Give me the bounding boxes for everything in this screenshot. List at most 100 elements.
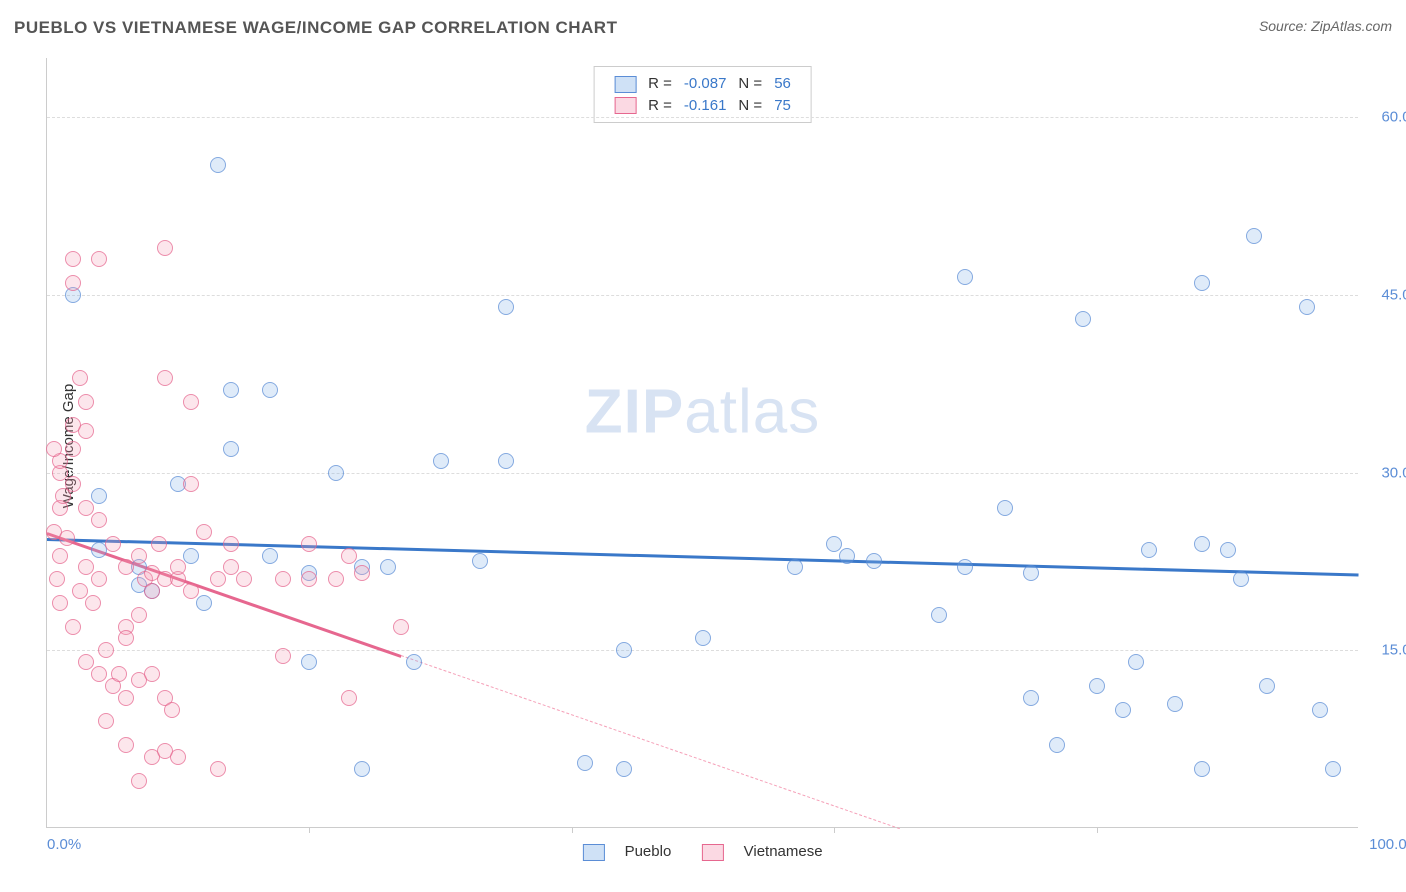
data-point — [1089, 678, 1105, 694]
source-name: ZipAtlas.com — [1311, 18, 1392, 34]
gridline — [47, 650, 1358, 651]
data-point — [577, 755, 593, 771]
data-point — [118, 737, 134, 753]
data-point — [1075, 311, 1091, 327]
x-tick — [309, 827, 310, 833]
data-point — [328, 571, 344, 587]
x-tick — [834, 827, 835, 833]
data-point — [65, 441, 81, 457]
data-point — [78, 500, 94, 516]
data-point — [157, 370, 173, 386]
gridline — [47, 117, 1358, 118]
legend-label-pueblo: Pueblo — [625, 843, 672, 860]
x-tick — [572, 827, 573, 833]
data-point — [118, 630, 134, 646]
data-point — [131, 548, 147, 564]
data-point — [301, 571, 317, 587]
data-point — [301, 654, 317, 670]
x-axis-min-label: 0.0% — [47, 836, 81, 853]
gridline — [47, 473, 1358, 474]
data-point — [406, 654, 422, 670]
data-point — [111, 666, 127, 682]
swatch-blue — [582, 844, 604, 861]
data-point — [1233, 571, 1249, 587]
data-point — [223, 441, 239, 457]
data-point — [46, 441, 62, 457]
watermark-bold: ZIP — [585, 377, 684, 446]
data-point — [695, 630, 711, 646]
data-point — [223, 559, 239, 575]
data-point — [1220, 542, 1236, 558]
data-point — [826, 536, 842, 552]
data-point — [131, 607, 147, 623]
data-point — [210, 157, 226, 173]
data-point — [144, 666, 160, 682]
legend-row-vietnamese: R = -0.161 N = 75 — [608, 95, 797, 117]
chart-title: PUEBLO VS VIETNAMESE WAGE/INCOME GAP COR… — [14, 18, 617, 37]
data-point — [164, 702, 180, 718]
data-point — [1194, 275, 1210, 291]
data-point — [52, 595, 68, 611]
data-point — [91, 512, 107, 528]
data-point — [341, 690, 357, 706]
watermark-rest: atlas — [684, 377, 820, 446]
data-point — [616, 761, 632, 777]
data-point — [105, 536, 121, 552]
data-point — [1299, 299, 1315, 315]
data-point — [236, 571, 252, 587]
data-point — [91, 488, 107, 504]
data-point — [118, 559, 134, 575]
y-tick-label: 45.0% — [1364, 286, 1406, 303]
data-point — [59, 530, 75, 546]
data-point — [354, 565, 370, 581]
chart-header: PUEBLO VS VIETNAMESE WAGE/INCOME GAP COR… — [14, 18, 1392, 48]
data-point — [196, 524, 212, 540]
data-point — [616, 642, 632, 658]
data-point — [957, 559, 973, 575]
data-point — [183, 476, 199, 492]
trend-line — [401, 655, 900, 829]
scatter-plot-area: ZIPatlas R = -0.087 N = 56 R = -0.161 N … — [46, 58, 1358, 828]
data-point — [131, 773, 147, 789]
data-point — [157, 240, 173, 256]
swatch-pink — [701, 844, 723, 861]
data-point — [498, 299, 514, 315]
data-point — [787, 559, 803, 575]
data-point — [196, 595, 212, 611]
r-label: R = — [642, 95, 678, 117]
data-point — [275, 648, 291, 664]
gridline — [47, 295, 1358, 296]
data-point — [78, 394, 94, 410]
data-point — [78, 654, 94, 670]
data-point — [328, 465, 344, 481]
correlation-legend: R = -0.087 N = 56 R = -0.161 N = 75 — [593, 66, 812, 123]
data-point — [183, 583, 199, 599]
data-point — [341, 548, 357, 564]
data-point — [49, 571, 65, 587]
data-point — [65, 417, 81, 433]
data-point — [52, 548, 68, 564]
data-point — [65, 275, 81, 291]
data-point — [1167, 696, 1183, 712]
y-tick-label: 15.0% — [1364, 642, 1406, 659]
y-tick-label: 60.0% — [1364, 109, 1406, 126]
data-point — [151, 536, 167, 552]
data-point — [1312, 702, 1328, 718]
n-label: N = — [732, 73, 768, 95]
data-point — [262, 382, 278, 398]
data-point — [170, 559, 186, 575]
data-point — [433, 453, 449, 469]
data-point — [118, 690, 134, 706]
data-point — [98, 713, 114, 729]
data-point — [85, 595, 101, 611]
data-point — [91, 666, 107, 682]
data-point — [472, 553, 488, 569]
watermark-text: ZIPatlas — [585, 376, 820, 447]
data-point — [1325, 761, 1341, 777]
r-value-pueblo: -0.087 — [678, 73, 733, 95]
data-point — [210, 571, 226, 587]
data-point — [1246, 228, 1262, 244]
data-point — [262, 548, 278, 564]
trend-line — [47, 538, 1359, 576]
legend-row-pueblo: R = -0.087 N = 56 — [608, 73, 797, 95]
